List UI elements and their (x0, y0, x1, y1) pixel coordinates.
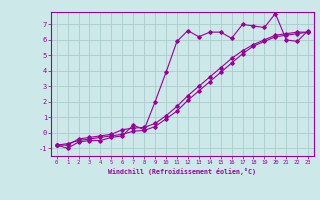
X-axis label: Windchill (Refroidissement éolien,°C): Windchill (Refroidissement éolien,°C) (108, 168, 256, 175)
